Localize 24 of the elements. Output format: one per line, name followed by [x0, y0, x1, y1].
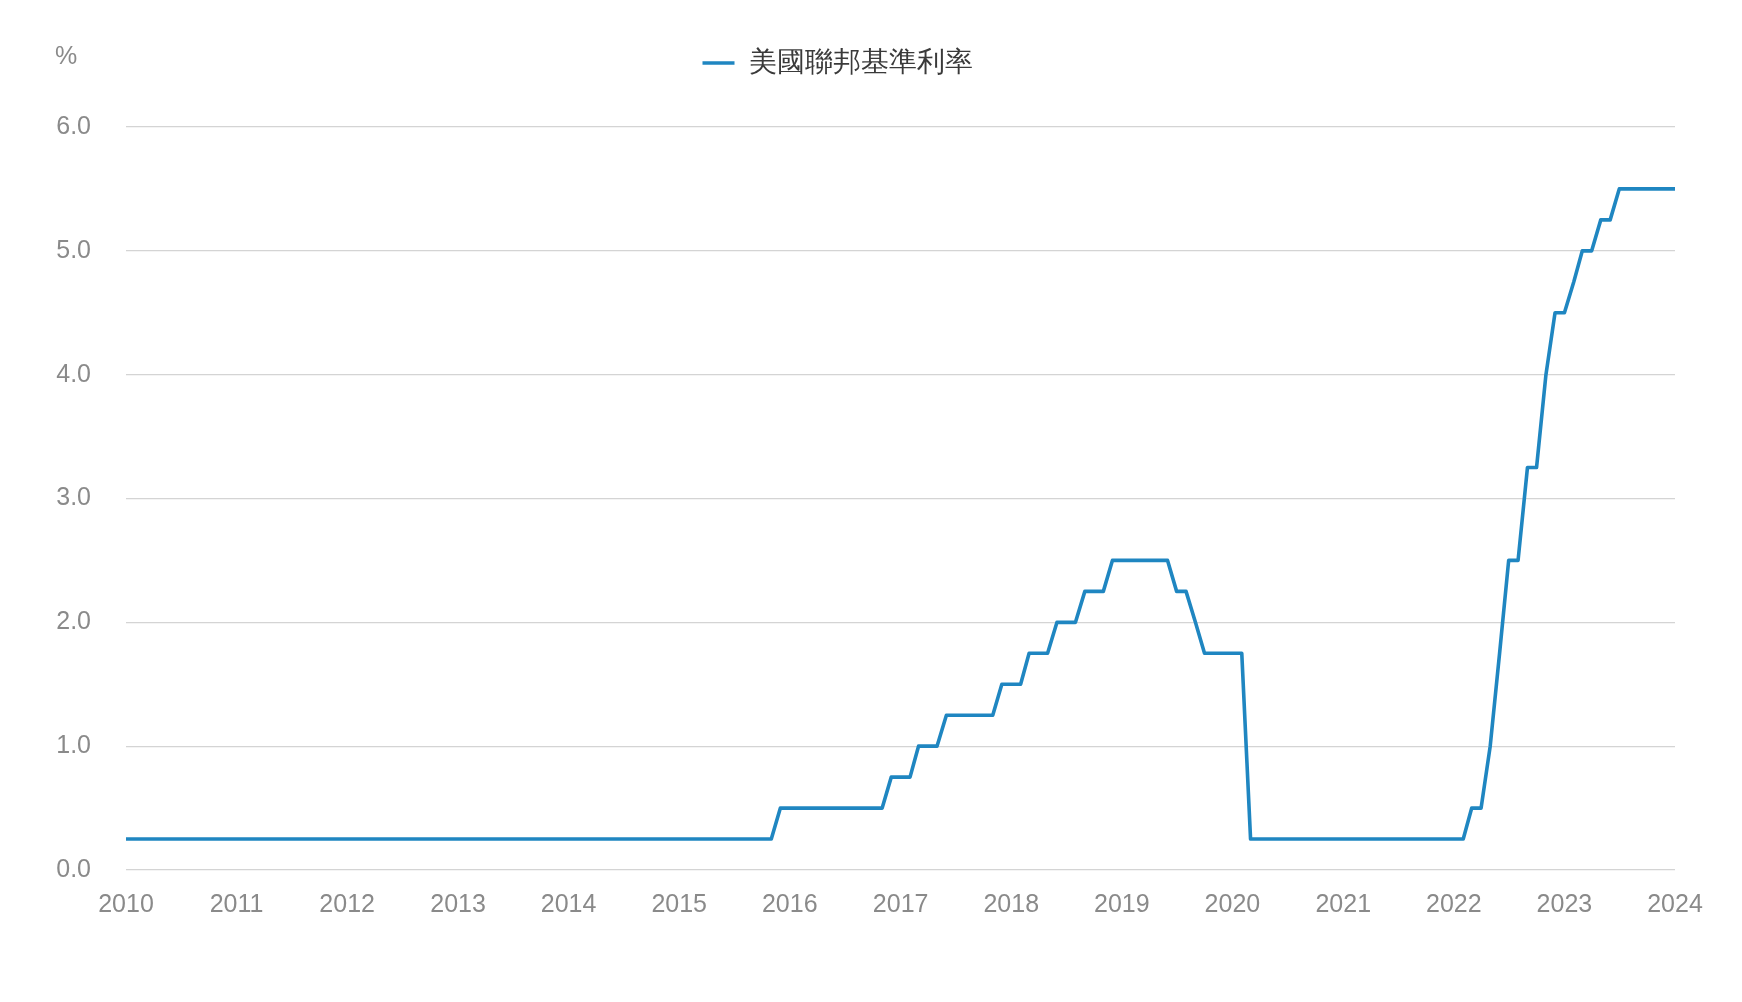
legend-label: 美國聯邦基準利率 — [748, 45, 973, 77]
x-tick-label: 2012 — [319, 888, 375, 917]
x-tick-label: 2023 — [1536, 888, 1593, 917]
x-tick-label: 2011 — [209, 888, 264, 917]
y-tick-label: 2.0 — [56, 606, 91, 635]
x-tick-label: 2017 — [872, 888, 929, 917]
x-tick-label: 2022 — [1426, 888, 1482, 917]
x-tick-label: 2021 — [1315, 888, 1372, 917]
x-tick-label: 2024 — [1647, 888, 1703, 917]
y-tick-label: 5.0 — [56, 234, 91, 263]
y-tick-label: 3.0 — [56, 482, 91, 511]
x-tick-label: 2010 — [98, 888, 154, 917]
y-tick-label: 6.0 — [56, 110, 91, 139]
y-axis-title: % — [54, 40, 78, 69]
x-tick-label: 2013 — [430, 888, 486, 917]
x-tick-label: 2016 — [761, 888, 818, 917]
x-tick-label: 2019 — [1093, 888, 1150, 917]
x-tick-label: 2014 — [540, 888, 597, 917]
y-tick-label: 4.0 — [56, 358, 91, 387]
y-tick-label: 0.0 — [56, 853, 91, 882]
x-tick-label: 2020 — [1204, 888, 1261, 917]
x-tick-label: 2018 — [983, 888, 1040, 917]
y-tick-label: 1.0 — [56, 730, 91, 759]
x-tick-label: 2015 — [651, 888, 708, 917]
